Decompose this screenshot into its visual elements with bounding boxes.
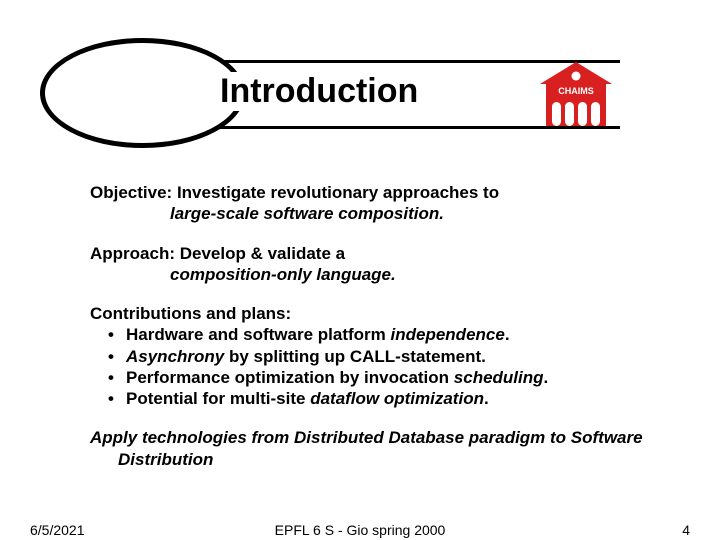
list-item: Potential for multi-site dataflow optimi… [108, 388, 660, 409]
list-item: Performance optimization by invocation s… [108, 367, 660, 388]
contributions-heading: Contributions and plans: [90, 303, 660, 324]
contributions-block: Contributions and plans: Hardware and so… [90, 303, 660, 409]
approach-label: Approach: [90, 244, 175, 263]
approach-block: Approach: Develop & validate a compositi… [90, 243, 660, 286]
title-oval [40, 38, 245, 148]
objective-emphasis: large-scale software composition. [90, 204, 444, 223]
slide-title: Introduction [216, 72, 422, 111]
approach-text: Develop & validate a [180, 244, 345, 263]
footer-page: 4 [682, 522, 690, 538]
content-area: Objective: Investigate revolutionary app… [90, 182, 660, 488]
objective-label: Objective: [90, 183, 172, 202]
title-area: Introduction CHAIMS [40, 38, 680, 153]
logo-label: CHAIMS [558, 86, 594, 96]
contributions-list: Hardware and software platform independe… [90, 324, 660, 409]
closing-statement: Apply technologies from Distributed Data… [118, 427, 660, 470]
footer-center: EPFL 6 S - Gio spring 2000 [0, 522, 720, 538]
approach-emphasis: composition-only language. [90, 265, 396, 284]
objective-block: Objective: Investigate revolutionary app… [90, 182, 660, 225]
objective-text: Investigate revolutionary approaches to [177, 183, 499, 202]
chaims-logo: CHAIMS [540, 62, 612, 126]
list-item: Asynchrony by splitting up CALL-statemen… [108, 346, 660, 367]
list-item: Hardware and software platform independe… [108, 324, 660, 345]
